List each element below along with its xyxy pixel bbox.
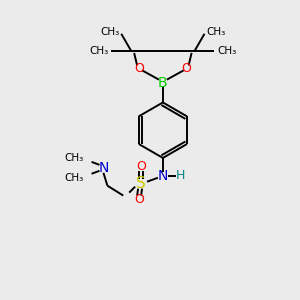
Text: CH₃: CH₃	[100, 27, 119, 37]
Text: CH₃: CH₃	[218, 46, 237, 56]
Text: N: N	[158, 169, 168, 183]
Text: S: S	[136, 176, 146, 191]
Text: CH₃: CH₃	[64, 173, 84, 183]
Text: O: O	[182, 62, 192, 75]
Text: O: O	[134, 193, 144, 206]
Text: H: H	[176, 169, 185, 182]
Text: O: O	[134, 62, 144, 75]
Text: CH₃: CH₃	[89, 46, 108, 56]
Text: B: B	[158, 76, 168, 90]
Text: N: N	[98, 161, 109, 175]
Text: CH₃: CH₃	[64, 153, 84, 163]
Text: CH₃: CH₃	[206, 27, 226, 37]
Text: O: O	[136, 160, 146, 173]
